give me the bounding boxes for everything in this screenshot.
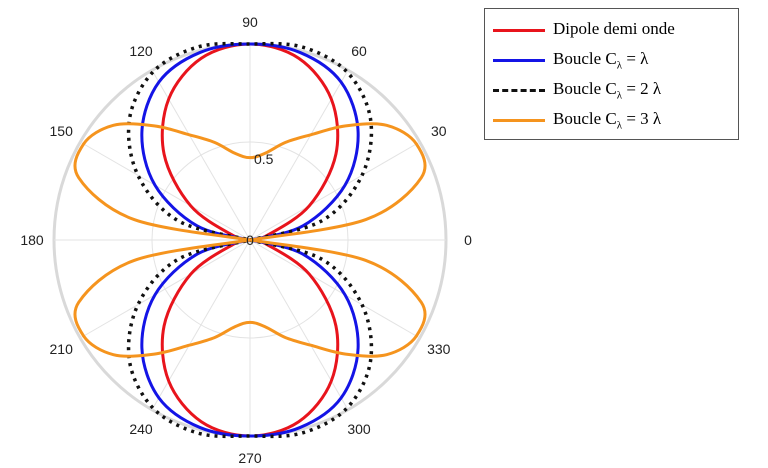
center-label: 0	[246, 232, 254, 248]
legend-swatch-boucle-3	[485, 108, 553, 132]
angle-tick-label: 0	[464, 232, 472, 248]
angle-tick-label: 30	[431, 123, 447, 139]
angle-spoke	[80, 239, 251, 339]
legend-swatch-boucle-1	[485, 48, 553, 72]
series-line-boucle-2-upper	[126, 41, 374, 242]
series-line-boucle-3-upper	[73, 122, 427, 242]
r-tick-label: 0.5	[254, 151, 274, 167]
legend-label-dipole: Dipole demi onde	[553, 18, 675, 38]
angle-tick-label: 240	[129, 421, 153, 437]
angle-spoke	[249, 141, 420, 241]
angle-tick-label: 270	[238, 450, 262, 466]
angle-tick-label: 330	[427, 341, 451, 357]
legend-label-boucle-1: Boucle Cλ = λ	[553, 48, 649, 72]
legend-label-boucle-2: Boucle Cλ = 2 λ	[553, 78, 662, 102]
angle-tick-label: 120	[129, 43, 153, 59]
series-boucle-1	[140, 42, 360, 438]
legend-item-boucle-2: Boucle Cλ = 2 λ	[485, 75, 738, 105]
legend-swatch-boucle-2	[485, 78, 553, 102]
legend-item-boucle-1: Boucle Cλ = λ	[485, 45, 738, 75]
legend-label-boucle-3: Boucle Cλ = 3 λ	[553, 108, 662, 132]
legend-item-dipole: Dipole demi onde	[485, 15, 738, 45]
series-layer	[73, 41, 427, 439]
angle-spoke	[80, 141, 251, 241]
legend: Dipole demi onde Boucle Cλ = λ Boucle Cλ…	[484, 8, 739, 140]
series-boucle-2	[126, 41, 374, 439]
series-boucle-3	[73, 122, 427, 358]
tick-labels: 0.5 0 30 60 90 120 150 180 210 240 270 300 330 0	[20, 14, 472, 466]
series-line-boucle-2-lower	[126, 238, 374, 439]
angle-tick-label: 180	[20, 232, 44, 248]
angle-spoke	[249, 239, 420, 339]
legend-swatch-dipole	[485, 18, 553, 42]
series-line-boucle-1-upper	[140, 42, 360, 242]
angle-tick-label: 60	[351, 43, 367, 59]
polar-plot: 0.5 0 30 60 90 120 150 180 210 240 270 300 330 0	[20, 14, 472, 466]
angle-tick-label: 90	[242, 14, 258, 30]
series-line-boucle-3-lower	[73, 238, 427, 358]
legend-item-boucle-3: Boucle Cλ = 3 λ	[485, 105, 738, 135]
angle-tick-label: 210	[50, 341, 74, 357]
angle-tick-label: 300	[347, 421, 371, 437]
series-line-boucle-1-lower	[140, 238, 360, 438]
angle-tick-label: 150	[50, 123, 74, 139]
